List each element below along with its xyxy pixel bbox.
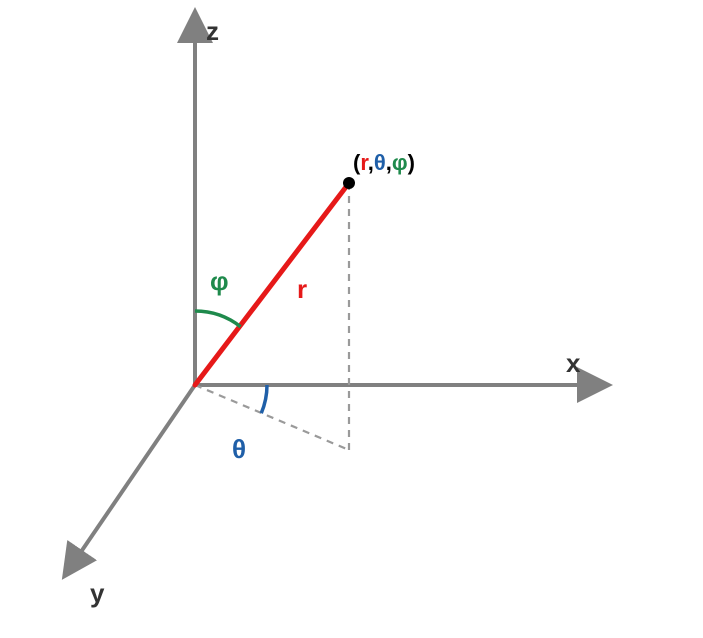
theta-arc	[261, 385, 267, 413]
z-axis-label: z	[206, 16, 219, 46]
y-axis-label: y	[90, 578, 105, 608]
point-marker	[343, 177, 355, 189]
projection-to-xy	[195, 385, 349, 450]
phi-label: φ	[210, 266, 229, 296]
r-label: r	[297, 274, 307, 304]
x-axis-label: x	[566, 348, 581, 378]
theta-label: θ	[232, 434, 246, 464]
phi-arc	[195, 311, 241, 327]
spherical-coordinate-diagram: z x y r φ θ (r,θ,φ)	[0, 0, 703, 638]
y-axis	[72, 385, 195, 565]
point-coordinate-label: (r,θ,φ)	[353, 150, 415, 175]
